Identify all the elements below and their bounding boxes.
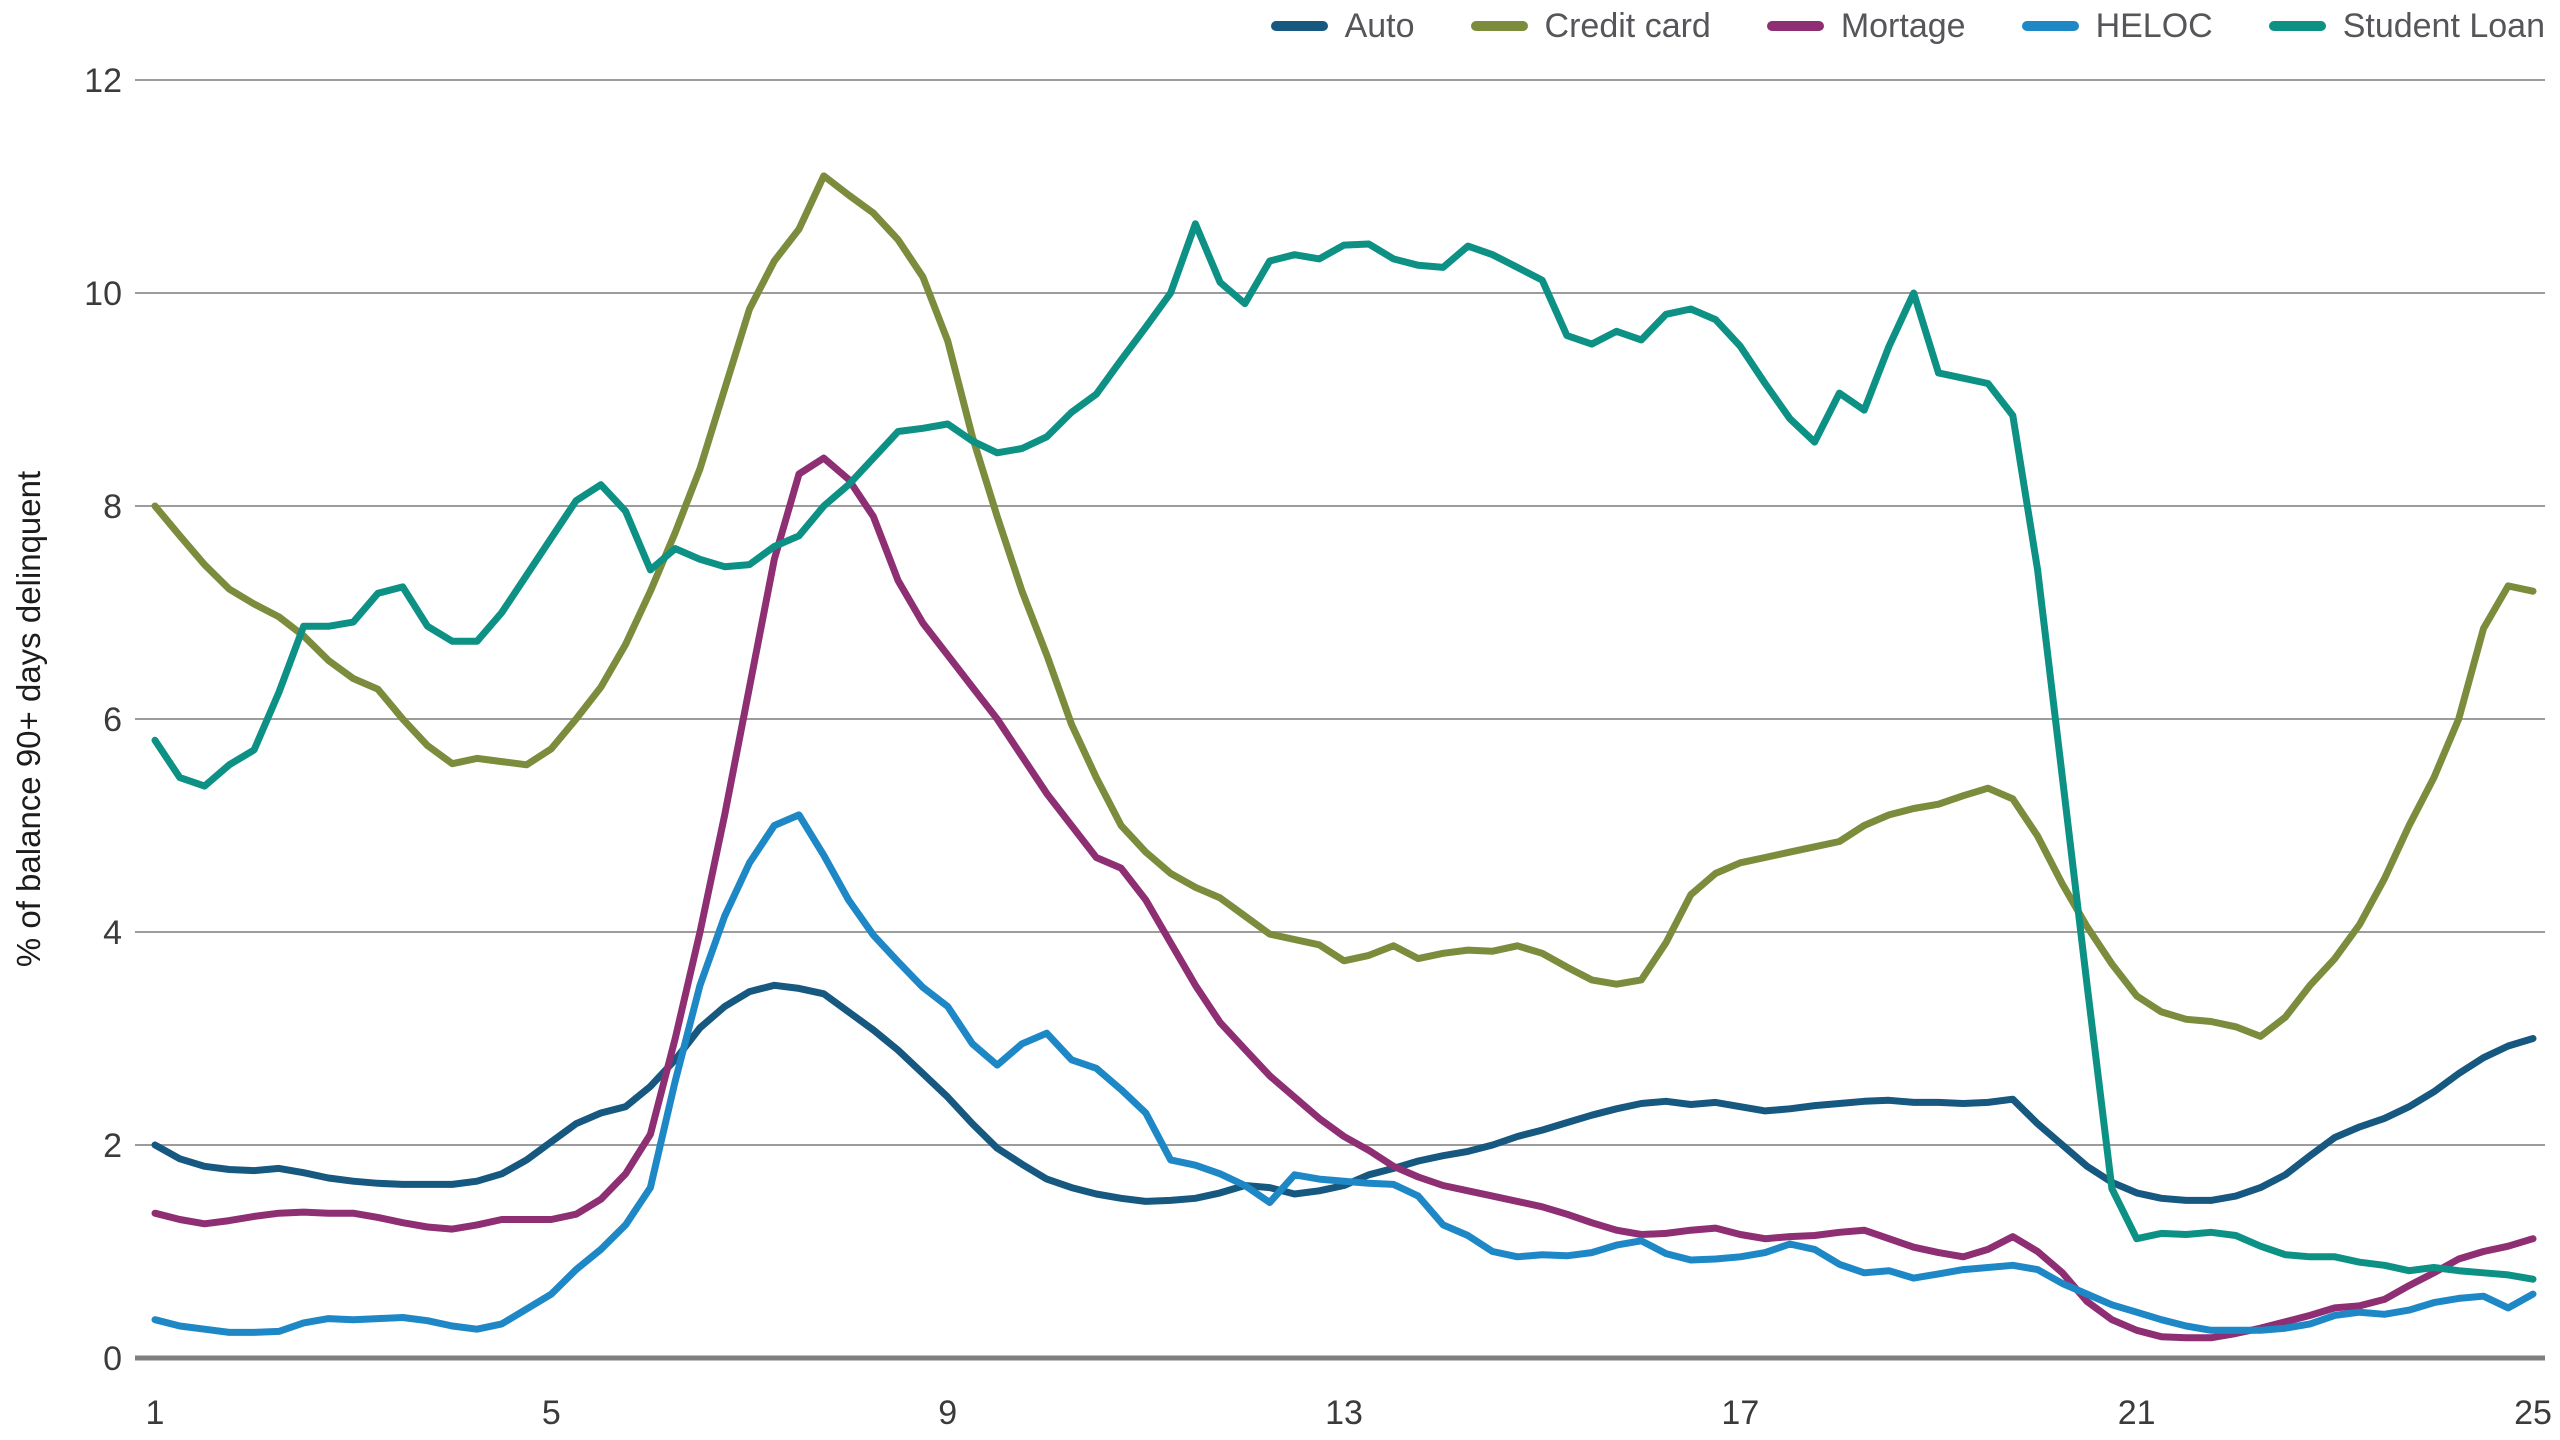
x-tick-label-21: 21 xyxy=(2118,1394,2156,1432)
y-tick-label-4: 4 xyxy=(103,914,122,952)
legend-swatch-mortage xyxy=(1766,21,1824,31)
legend-swatch-credit-card xyxy=(1470,21,1528,31)
x-tick-label-9: 9 xyxy=(938,1394,957,1432)
y-tick-label-0: 0 xyxy=(103,1340,122,1378)
legend-swatch-student-loan xyxy=(2268,21,2326,31)
series-line-mortage xyxy=(151,454,2537,1342)
y-tick-label-8: 8 xyxy=(103,488,122,526)
legend-item-student-loan: Student Loan xyxy=(2268,7,2545,45)
legend-swatch-auto xyxy=(1270,21,1328,31)
legend-item-auto: Auto xyxy=(1270,7,1415,45)
legend-label: Auto xyxy=(1344,7,1415,45)
x-tick-label-17: 17 xyxy=(1721,1394,1759,1432)
x-tick-label-5: 5 xyxy=(542,1394,561,1432)
series-line-heloc xyxy=(151,811,2537,1336)
y-tick-label-2: 2 xyxy=(103,1127,122,1165)
series-line-credit-card xyxy=(151,172,2537,1040)
legend-label: Student Loan xyxy=(2342,7,2545,45)
legend-label: HELOC xyxy=(2095,7,2213,45)
y-tick-label-6: 6 xyxy=(103,701,122,739)
y-axis-title: % of balance 90+ days delinquent xyxy=(10,471,47,967)
series-line-student-loan xyxy=(151,220,2537,1283)
y-tick-label-10: 10 xyxy=(84,275,122,313)
legend: Auto Credit card Mortage HELOC Student Loan xyxy=(1270,4,2545,48)
x-tick-label-25: 25 xyxy=(2514,1394,2552,1432)
y-tick-label-12: 12 xyxy=(84,62,122,100)
legend-item-heloc: HELOC xyxy=(2021,7,2213,45)
x-tick-label-13: 13 xyxy=(1325,1394,1363,1432)
legend-label: Mortage xyxy=(1840,7,1966,45)
legend-swatch-heloc xyxy=(2021,21,2079,31)
series-line-auto xyxy=(151,981,2537,1205)
x-tick-label-1: 1 xyxy=(146,1394,165,1432)
legend-item-credit-card: Credit card xyxy=(1470,7,1711,45)
legend-item-mortage: Mortage xyxy=(1766,7,1966,45)
legend-label: Credit card xyxy=(1544,7,1711,45)
